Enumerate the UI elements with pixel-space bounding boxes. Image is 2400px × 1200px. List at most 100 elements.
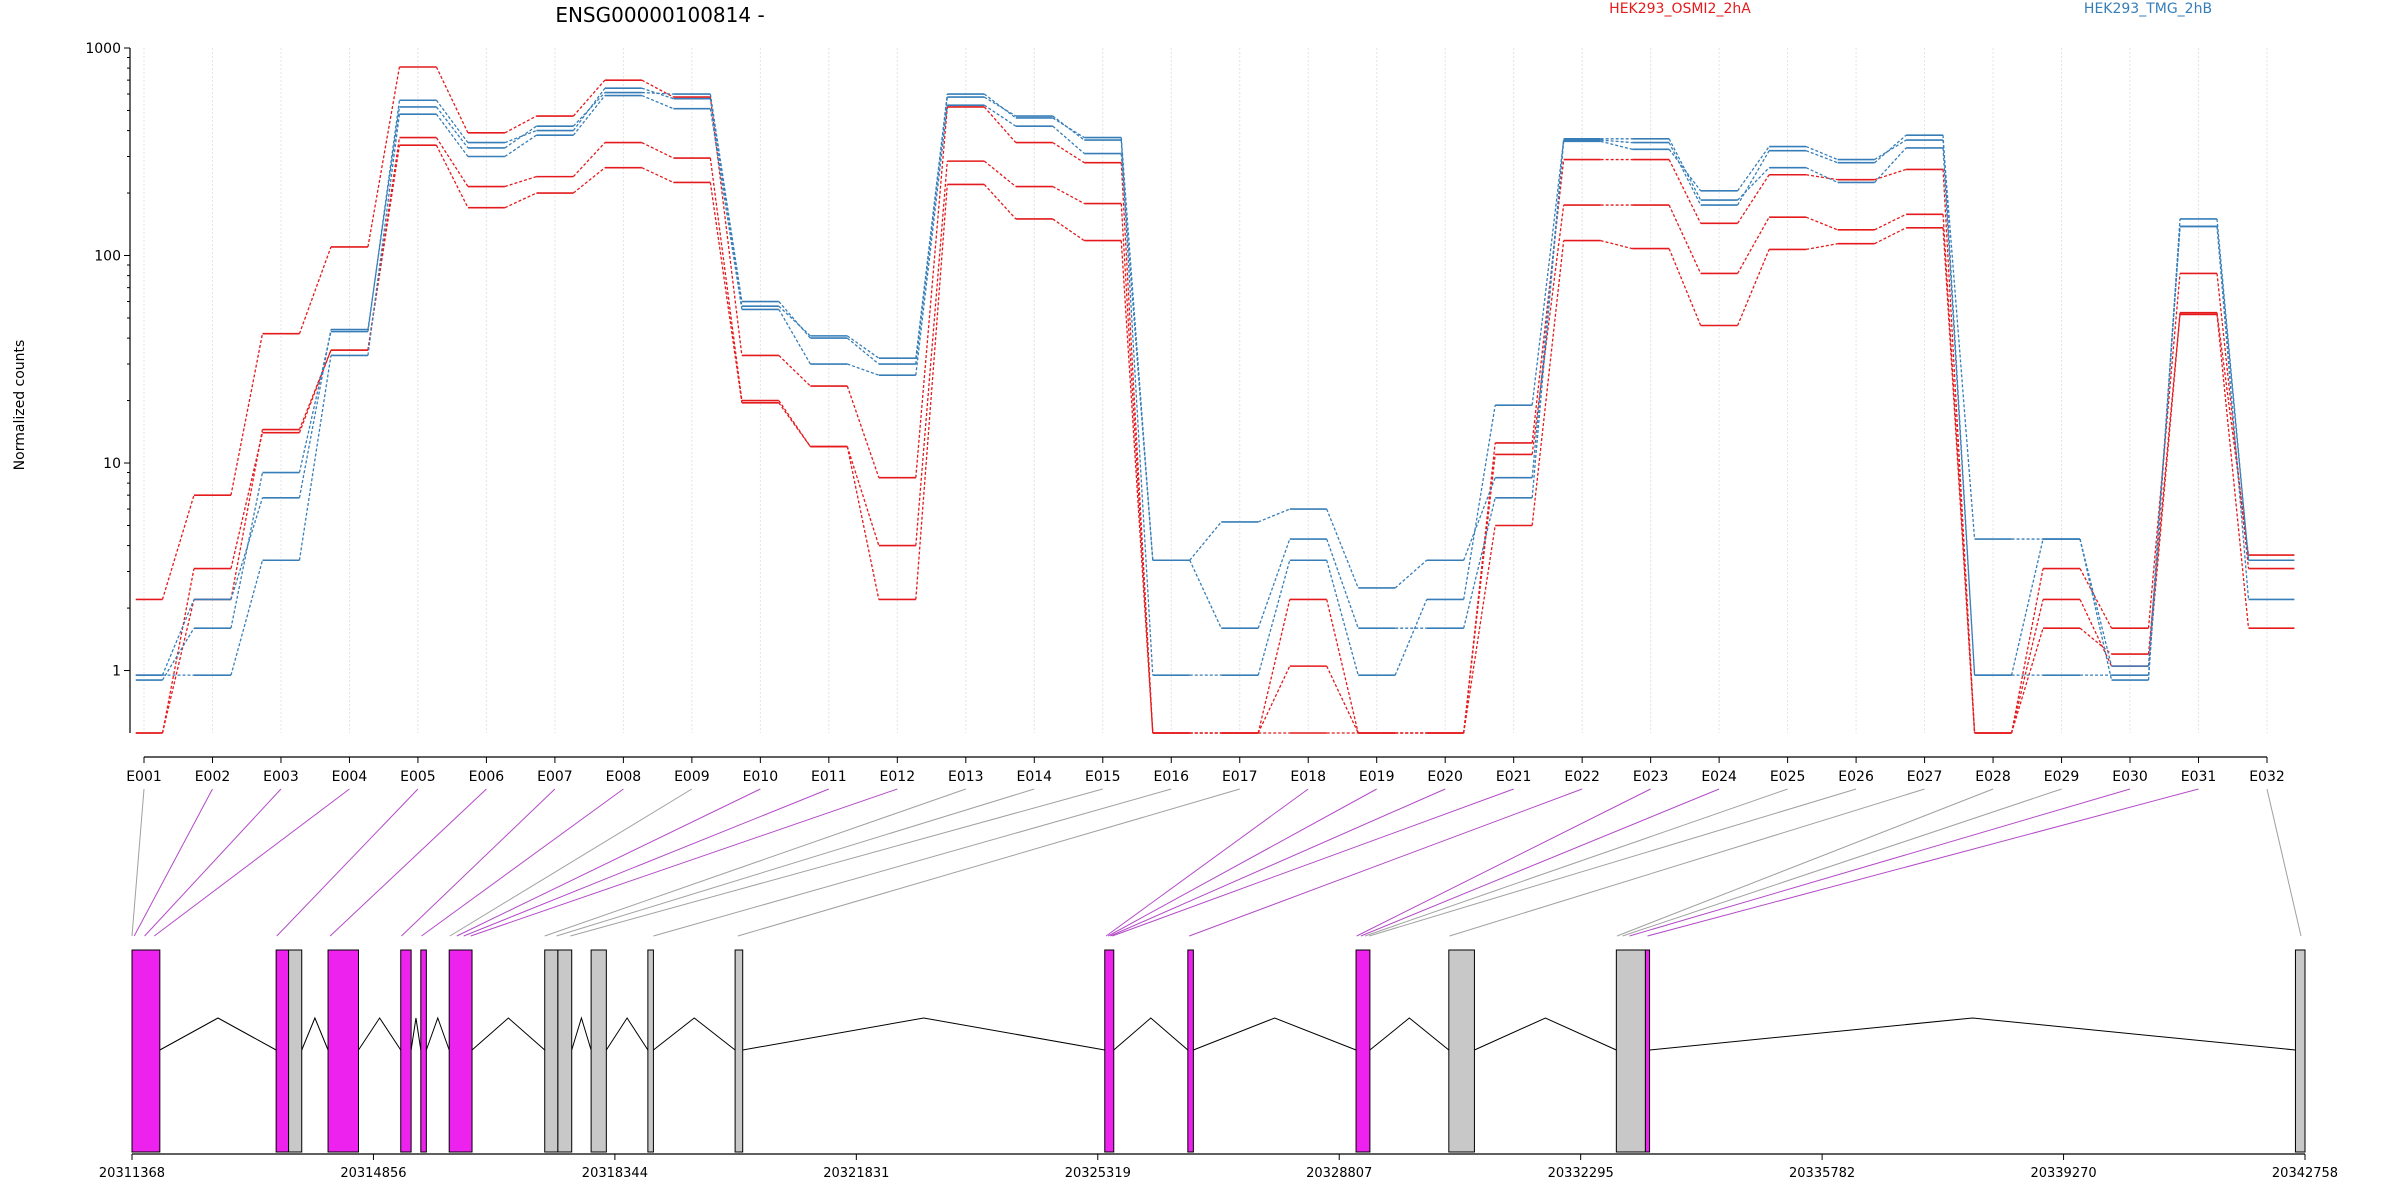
series-connector	[2147, 314, 2181, 667]
series-connector	[504, 125, 537, 149]
series-line	[135, 94, 2295, 676]
series-connector	[298, 349, 332, 430]
series-line	[135, 66, 2295, 734]
x-tick-label: E016	[1153, 769, 1189, 785]
series-connector	[1120, 240, 1154, 734]
series-connector	[1737, 216, 1770, 274]
series-connector	[709, 157, 743, 401]
series-connector	[1737, 174, 1770, 224]
series-connector	[1874, 227, 1907, 245]
series-line	[135, 91, 2295, 676]
exon-bin-link	[456, 788, 761, 937]
series-connector	[1737, 146, 1770, 192]
series-connector	[1737, 249, 1770, 326]
series-connector	[161, 627, 195, 681]
exon-bin-link	[1364, 788, 1788, 937]
exon-block-highlighted	[1644, 949, 1651, 1153]
series-connector	[983, 93, 1017, 119]
x-tick-label: E007	[537, 769, 573, 785]
x-tick-label: E009	[674, 769, 710, 785]
intron-line	[1369, 1017, 1450, 1051]
exon-block	[734, 949, 744, 1153]
series-connector	[983, 104, 1017, 127]
series-connector	[572, 79, 606, 117]
exon-block	[2294, 949, 2306, 1153]
series-connector	[2010, 538, 2044, 676]
series-connector	[2216, 312, 2250, 556]
series-connector	[1942, 214, 1976, 734]
series-connector	[983, 160, 1017, 188]
exon-bin-link	[1369, 788, 1857, 937]
y-tick-label: 100	[94, 249, 121, 265]
genomic-coordinate-label: 20321831	[823, 1166, 889, 1181]
intron-line	[1113, 1017, 1189, 1051]
series-connector	[1531, 204, 1565, 455]
exon-bin-link	[1449, 788, 1925, 937]
series-connector	[2147, 273, 2181, 629]
series-connector	[1668, 159, 1702, 224]
series-connector	[1052, 125, 1085, 155]
series-connector	[1600, 140, 1633, 150]
genomic-coordinate-label: 20335782	[1789, 1166, 1855, 1181]
series-connector	[230, 429, 264, 600]
y-tick-label: 1000	[85, 41, 121, 57]
intron-line	[1193, 1017, 1357, 1051]
series-connector	[1189, 521, 1222, 561]
exon-bin-link	[1189, 788, 1583, 937]
gridlines	[143, 48, 2268, 733]
y-axis: 1 10 100 1000	[85, 41, 131, 733]
series-connector	[1052, 142, 1085, 164]
exon-block-highlighted	[131, 949, 161, 1153]
series-connector	[1531, 159, 1565, 443]
exon-bin-link	[653, 788, 1172, 937]
series-connector	[1600, 139, 1633, 144]
series-connector	[2079, 599, 2113, 667]
series-connector	[1531, 141, 1565, 478]
series-connector	[435, 113, 469, 157]
series-connector	[1120, 203, 1154, 734]
series-connector	[504, 129, 537, 144]
series-connector	[1052, 218, 1085, 242]
series-connector	[846, 337, 880, 365]
x-tick-label: E022	[1564, 769, 1600, 785]
series-connector	[846, 446, 880, 546]
x-axis: E001 E002 E003 E004 E005 E006 E007 E008 E009 E010…	[126, 756, 2285, 785]
intron-line	[425, 1016, 450, 1051]
series-connector	[2010, 599, 2044, 734]
series-connector	[572, 95, 606, 136]
series-connector	[161, 568, 195, 734]
exon-bin-link	[1622, 788, 2062, 937]
y-tick-label: 1	[112, 664, 121, 680]
series-connector	[1805, 145, 1838, 161]
series-connector	[778, 402, 811, 447]
series-connector	[1120, 140, 1154, 676]
genomic-coordinate-label: 20342758	[2272, 1166, 2338, 1181]
genomic-coordinate-label: 20311368	[99, 1166, 165, 1181]
x-tick-label: E028	[1975, 769, 2011, 785]
series-connector	[1942, 169, 1976, 734]
exon-block-highlighted	[327, 949, 360, 1153]
series-connector	[1120, 137, 1154, 561]
intron-line	[1474, 1017, 1617, 1051]
series-connector	[1326, 665, 1359, 734]
series-connector	[1942, 140, 1976, 540]
x-tick-label: E029	[2044, 769, 2080, 785]
series-connector	[1326, 538, 1359, 629]
exon-bin-link	[144, 788, 282, 937]
exon-bin-link	[329, 788, 487, 937]
series-connector	[435, 99, 469, 143]
series-connector	[504, 175, 537, 188]
exon-block-highlighted	[400, 949, 412, 1153]
y-tick-label: 10	[103, 456, 121, 472]
series-connector	[1668, 248, 1702, 326]
series-connector	[2216, 218, 2250, 561]
x-tick-label: E006	[469, 769, 505, 785]
series-connector	[1257, 538, 1291, 629]
exon-bin-link	[544, 788, 966, 937]
intron-line	[1649, 1017, 2296, 1051]
series-connector	[709, 108, 743, 310]
y-axis-label: Normalized counts	[12, 340, 28, 471]
intron-line	[410, 1017, 422, 1051]
series-connector	[847, 363, 880, 376]
series-connector	[2010, 627, 2044, 734]
